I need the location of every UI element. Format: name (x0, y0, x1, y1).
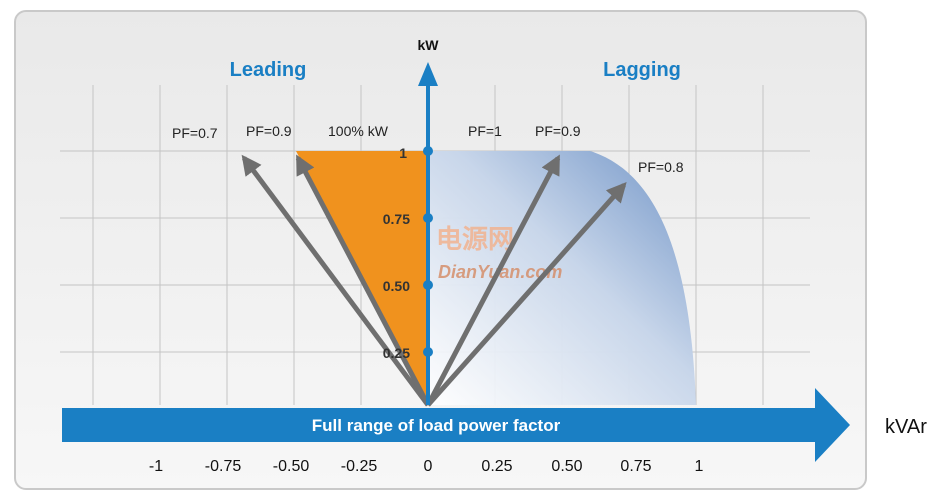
kw-axis-arrowhead (418, 62, 438, 86)
kvar-unit-label: kVAr (885, 416, 927, 438)
kw-axis-markers (423, 146, 433, 357)
x-tick-0: 0 (424, 458, 433, 475)
x-tick-neg075: -0.75 (205, 458, 242, 475)
pf-arrows (241, 154, 627, 407)
pf09-leading-arrow (295, 154, 431, 407)
x-tick-075: 0.75 (620, 458, 651, 475)
watermark-cn: 电源网 (436, 224, 514, 254)
leading-title: Leading (230, 59, 307, 81)
y-tick-1: 1 (399, 145, 407, 161)
kvar-axis-arrow (62, 388, 850, 462)
kw-axis-label: kW (418, 37, 440, 53)
x-tick-neg1: -1 (149, 458, 163, 475)
pf07-leading-label: PF=0.7 (172, 125, 218, 141)
x-tick-025: 0.25 (481, 458, 512, 475)
x-tick-labels: -1 -0.75 -0.50 -0.25 0 0.25 0.50 0.75 1 (149, 458, 704, 475)
pf09-leading-label: PF=0.9 (246, 123, 292, 139)
pf09-lagging-label: PF=0.9 (535, 123, 581, 139)
y-tick-025: 0.25 (383, 345, 410, 361)
banner-label: Full range of load power factor (312, 416, 561, 435)
pf07-leading-arrow (241, 154, 431, 407)
lagging-title: Lagging (603, 59, 681, 81)
pf1-label: PF=1 (468, 123, 502, 139)
x-tick-1: 1 (695, 458, 704, 475)
pf08-lagging-arrow (426, 182, 627, 407)
y-tick-050: 0.50 (383, 278, 410, 294)
kw100-label: 100% kW (328, 123, 389, 139)
x-tick-050: 0.50 (551, 458, 582, 475)
x-tick-neg025: -0.25 (341, 458, 378, 475)
pf09-lagging-arrow (425, 154, 561, 407)
x-tick-neg050: -0.50 (273, 458, 310, 475)
pf08-lagging-label: PF=0.8 (638, 159, 684, 175)
lagging-capability-region (428, 151, 696, 405)
y-tick-075: 0.75 (383, 211, 410, 227)
